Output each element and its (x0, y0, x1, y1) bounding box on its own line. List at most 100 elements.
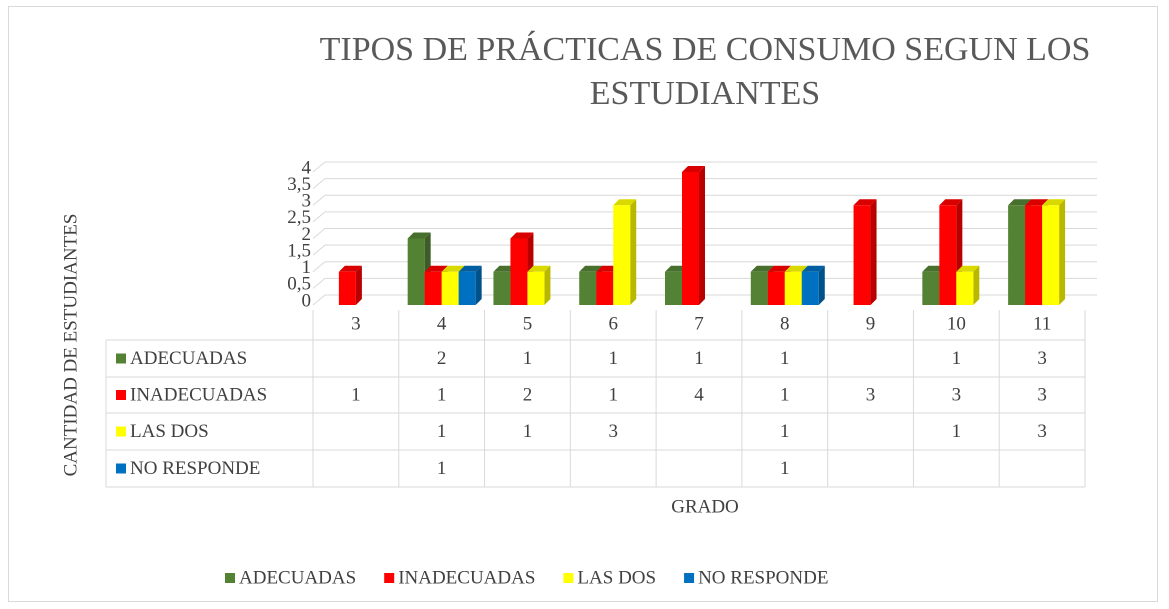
bar-front (527, 271, 545, 305)
bar-top (579, 265, 603, 272)
table-value: 1 (780, 421, 790, 442)
bar-front (407, 238, 425, 305)
bar-top (613, 199, 637, 206)
table-value: 1 (694, 348, 704, 369)
bar-side (973, 265, 980, 305)
bar-top (853, 199, 877, 206)
bar-top (682, 166, 705, 172)
table-value: 1 (780, 348, 790, 369)
grid-line (312, 161, 1097, 173)
y-tick-label: 2 (302, 224, 312, 245)
grid-line (312, 261, 1097, 273)
legend-label: LAS DOS (130, 421, 209, 442)
x-tick-label: 10 (947, 313, 966, 334)
bar (801, 265, 825, 305)
chart-frame (8, 6, 1158, 602)
grid-line (312, 277, 1097, 289)
bar-top (441, 265, 465, 272)
bar-front (510, 238, 528, 305)
bar-top (750, 265, 774, 272)
table-value: 1 (608, 348, 618, 369)
x-axis-label: GRADO (671, 496, 739, 517)
y-tick-label: 4 (302, 157, 312, 178)
bar (682, 166, 705, 305)
bar (527, 265, 551, 305)
bar (458, 265, 482, 305)
y-tick-label: 2,5 (287, 207, 311, 228)
legend-label: INADECUADAS (398, 567, 535, 588)
table-value: 2 (523, 384, 533, 405)
grid-line (312, 194, 1097, 206)
bar-front (767, 271, 785, 305)
legend-key (225, 573, 235, 583)
table-value: 3 (1037, 421, 1047, 442)
bar-top (784, 265, 808, 272)
y-tick-label: 1,5 (287, 240, 311, 261)
bar-top (1008, 199, 1032, 206)
legend-label: ADECUADAS (130, 348, 247, 369)
table-value: 1 (952, 421, 962, 442)
bar-front (579, 271, 597, 305)
y-axis-label: CANTIDAD DE ESTUDIANTES (60, 214, 81, 477)
legend-key (684, 573, 695, 583)
table-value: 1 (952, 348, 962, 369)
y-tick-label: 3 (302, 191, 312, 212)
grid-line (312, 244, 1097, 256)
x-tick-label: 4 (437, 313, 447, 334)
legend-key (116, 390, 126, 400)
bar-top (956, 265, 980, 272)
chart-title: TIPOS DE PRÁCTICAS DE CONSUMO SEGUN LOS … (319, 31, 1091, 112)
x-tick-label: 3 (351, 313, 361, 334)
table-value: 2 (437, 348, 447, 369)
x-tick-label: 8 (780, 313, 790, 334)
legend-key (116, 463, 126, 474)
x-tick-label: 6 (608, 313, 618, 334)
bar-front (493, 271, 511, 305)
bar (613, 199, 637, 305)
bar-side (630, 199, 637, 305)
table-value: 3 (952, 384, 962, 405)
legend-label: NO RESPONDE (130, 458, 260, 479)
bar-front (441, 271, 459, 305)
legend-key (116, 426, 126, 437)
bar-side (544, 265, 551, 305)
bar-front (784, 271, 802, 305)
legend-key (384, 573, 395, 583)
bar-front (1042, 205, 1060, 305)
bar-top (407, 232, 431, 239)
y-tick-label: 0 (302, 290, 312, 311)
bar-front (613, 205, 631, 305)
bar-top (527, 265, 551, 272)
bar-top (338, 265, 362, 272)
grid-line (312, 228, 1097, 239)
bar (956, 265, 980, 305)
legend-label: NO RESPONDE (698, 567, 828, 588)
table-value: 1 (608, 384, 618, 405)
legend-key (116, 353, 126, 364)
x-tick-label: 9 (866, 313, 876, 334)
bar-side (699, 166, 705, 305)
bar-top (424, 265, 448, 272)
bar-side (355, 265, 362, 305)
bar-side (870, 199, 877, 305)
table-value: 1 (523, 421, 533, 442)
bar-front (665, 271, 682, 305)
table-value: 3 (608, 421, 618, 442)
bar-top (939, 199, 963, 206)
table-value: 1 (437, 421, 447, 442)
y-tick-label: 1 (302, 257, 312, 278)
bar-front (922, 271, 940, 305)
table-value: 1 (523, 348, 533, 369)
x-tick-label: 11 (1033, 313, 1051, 334)
grid-line (312, 178, 1097, 190)
legend-label: LAS DOS (577, 567, 656, 588)
bar-front (338, 271, 356, 305)
table-value: 3 (866, 384, 876, 405)
bar (338, 265, 362, 305)
grid-line (312, 211, 1097, 223)
bar-front (801, 271, 819, 305)
legend-label: ADECUADAS (239, 567, 356, 588)
grid-line (312, 294, 1097, 306)
table-value: 1 (437, 384, 447, 405)
